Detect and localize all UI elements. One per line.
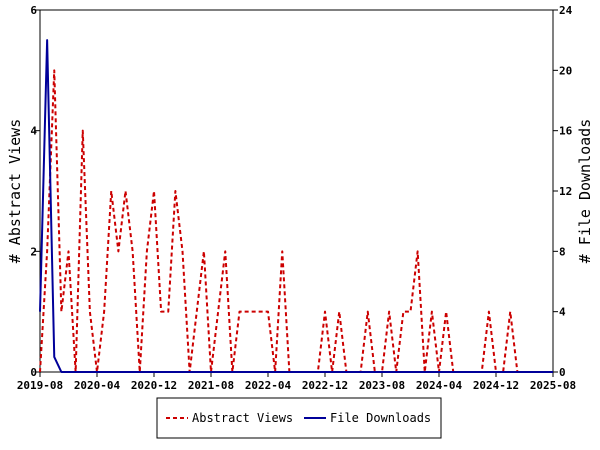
x-tick-label: 2020-04 bbox=[74, 379, 121, 392]
x-tick-label: 2019-08 bbox=[17, 379, 63, 392]
left-y-tick-label: 2 bbox=[30, 245, 37, 258]
x-axis: 2019-08 2020-04 2020-12 2021-08 2022-04 2022-… bbox=[17, 372, 576, 392]
legend-label-abstract-views: Abstract Views bbox=[192, 411, 293, 425]
left-axis-title: # Abstract Views bbox=[6, 119, 24, 264]
left-y-axis: 0 2 4 6 bbox=[30, 4, 40, 379]
right-y-axis: 0 4 8 12 16 20 24 bbox=[553, 4, 573, 379]
series-layer bbox=[39, 39, 553, 373]
legend-box bbox=[156, 397, 442, 439]
x-tick-label: 2024-12 bbox=[473, 379, 519, 392]
x-tick-label: 2023-08 bbox=[359, 379, 405, 392]
right-y-tick-label: 16 bbox=[559, 125, 573, 138]
right-axis-title: # File Downloads bbox=[576, 119, 594, 264]
x-tick-label: 2022-12 bbox=[302, 379, 348, 392]
left-y-tick-label: 6 bbox=[30, 4, 37, 17]
left-y-tick-label: 4 bbox=[30, 125, 37, 138]
right-y-tick-label: 0 bbox=[559, 366, 566, 379]
left-y-tick-label: 0 bbox=[30, 366, 37, 379]
legend-label-file-downloads: File Downloads bbox=[330, 411, 431, 425]
x-tick-label: 2021-08 bbox=[188, 379, 234, 392]
x-tick-label: 2024-04 bbox=[416, 379, 463, 392]
x-tick-label: 2022-04 bbox=[245, 379, 292, 392]
right-y-tick-label: 4 bbox=[559, 306, 566, 319]
plot-area bbox=[39, 9, 554, 373]
right-y-tick-label: 24 bbox=[559, 4, 573, 17]
right-y-tick-label: 8 bbox=[559, 245, 566, 258]
right-y-tick-label: 20 bbox=[559, 64, 572, 77]
legend: Abstract Views File Downloads bbox=[156, 397, 442, 439]
x-tick-label: 2020-12 bbox=[131, 379, 177, 392]
x-tick-label: 2025-08 bbox=[530, 379, 576, 392]
series-line-file-downloads bbox=[39, 39, 553, 373]
right-y-tick-label: 12 bbox=[559, 185, 572, 198]
